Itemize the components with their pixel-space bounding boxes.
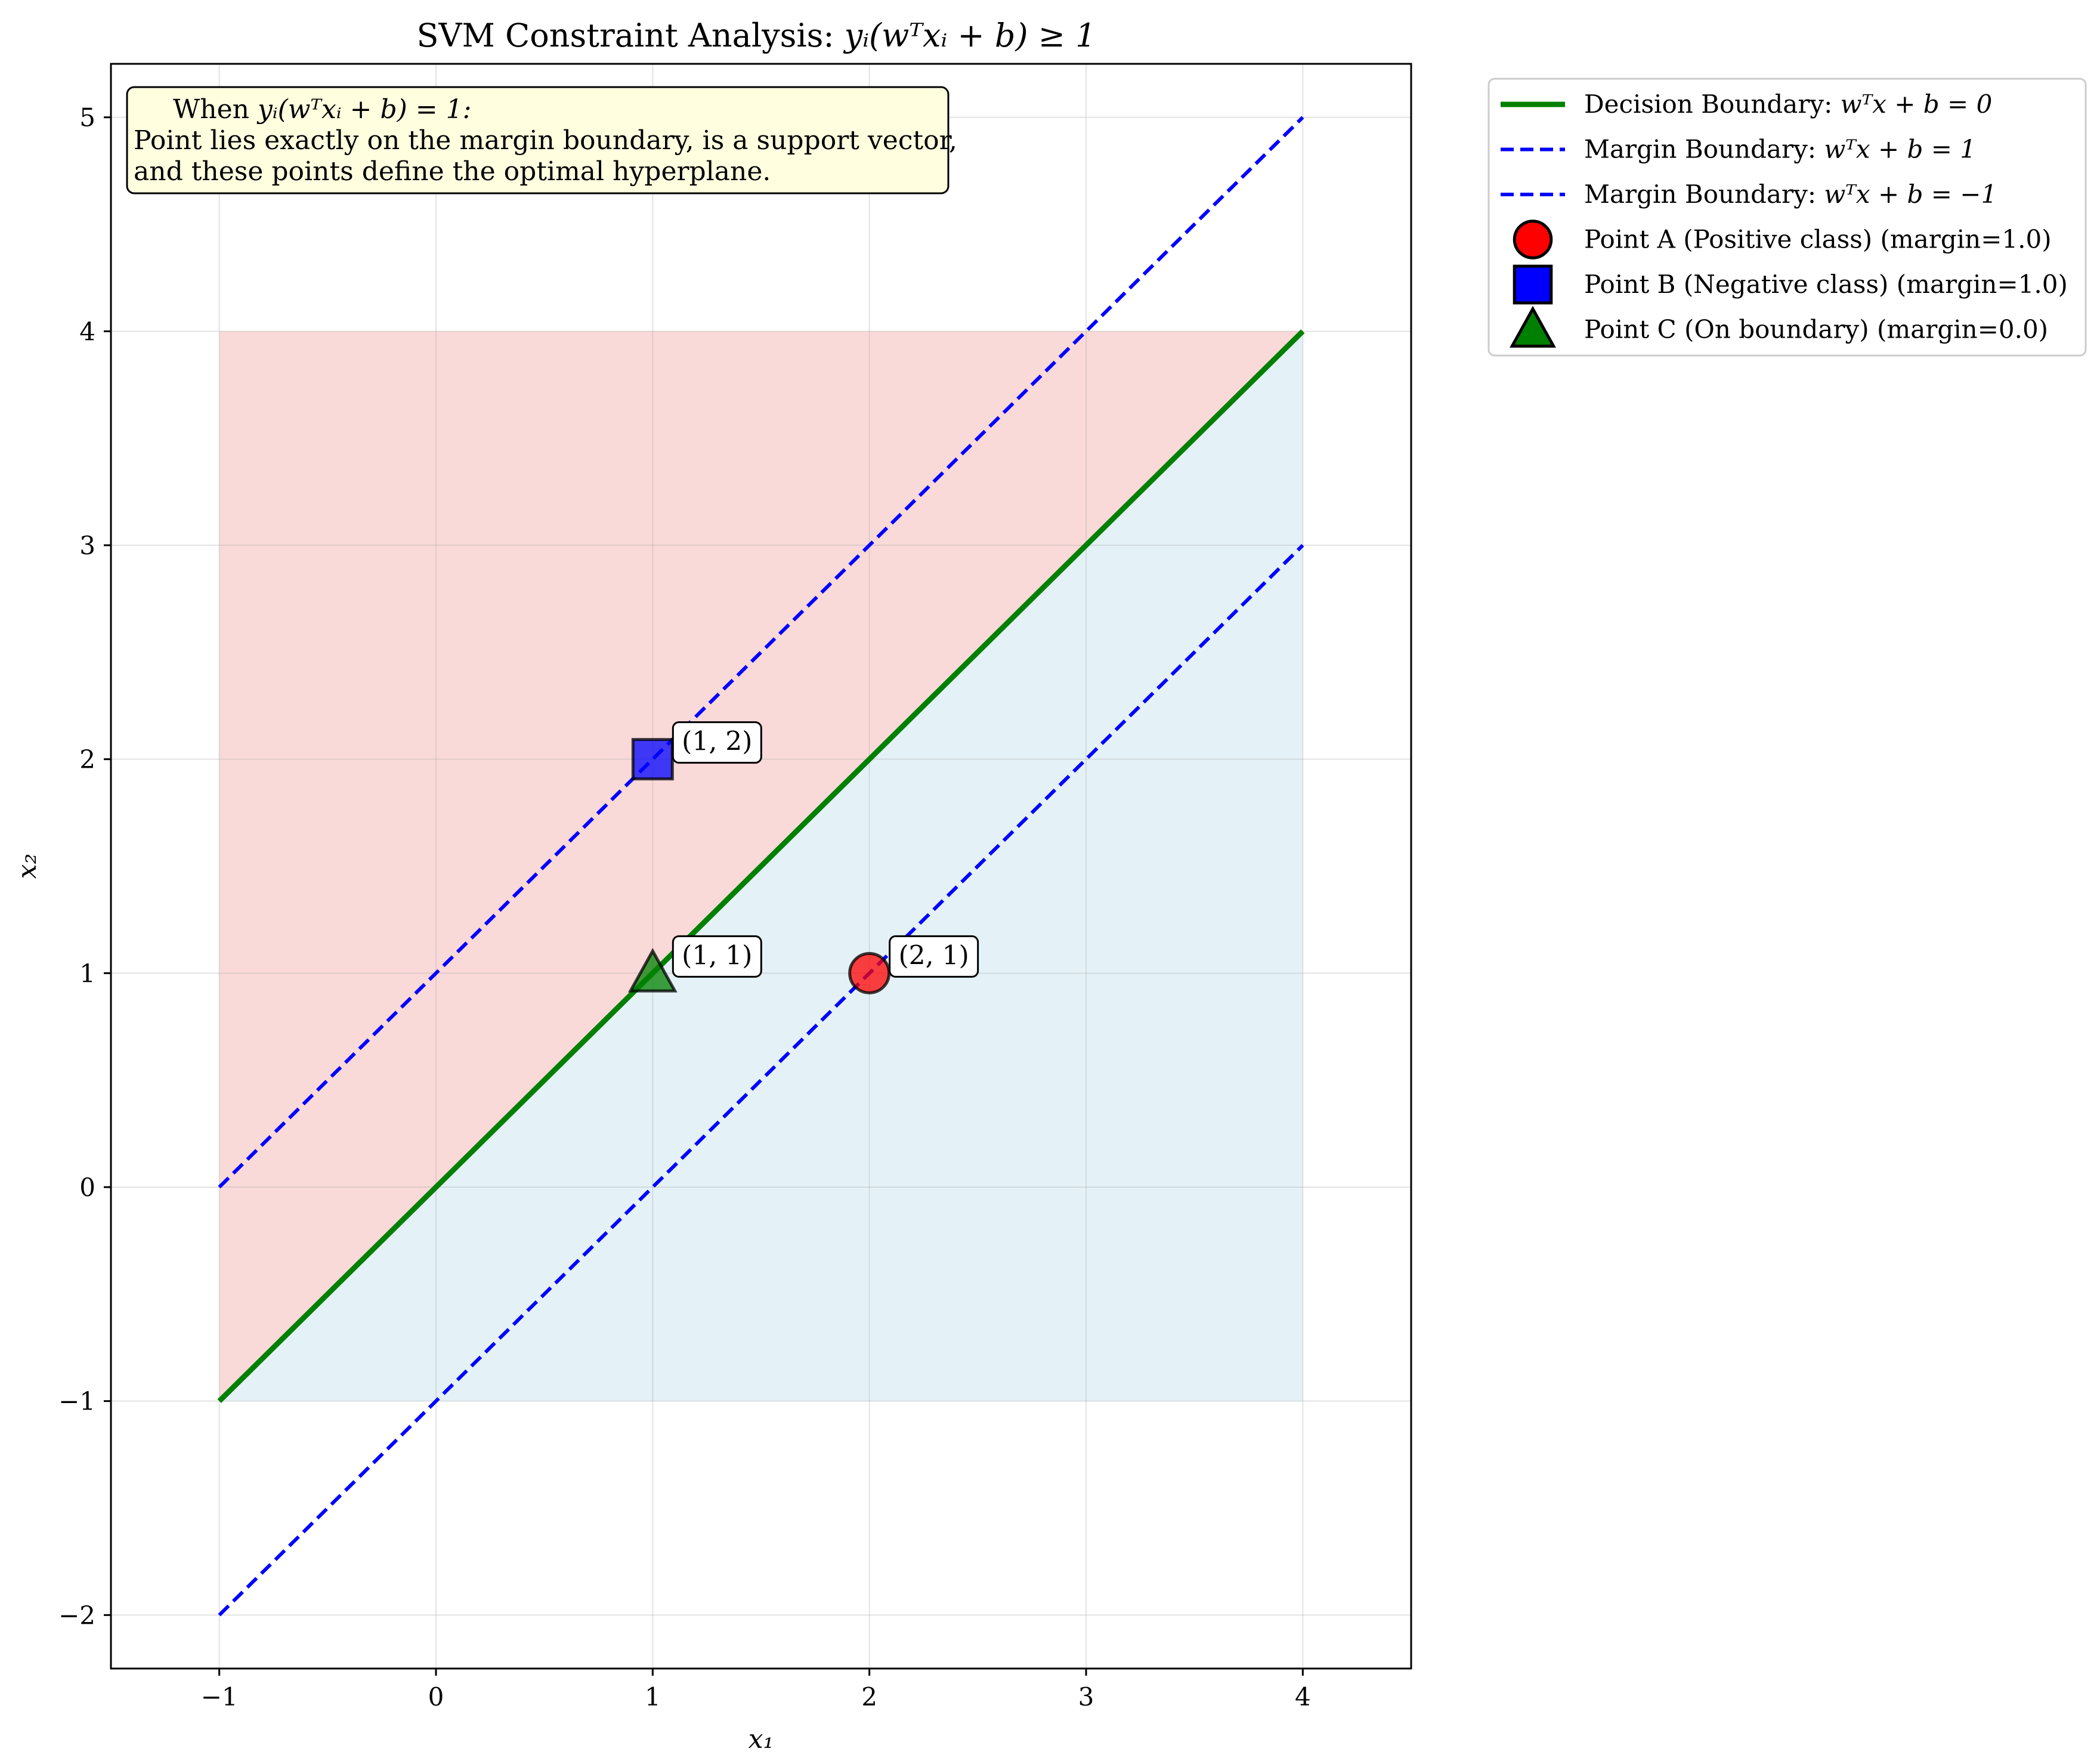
point-annotation-2: (1, 1)	[672, 935, 762, 978]
info-line-3: and these points define the optimal hype…	[134, 156, 771, 187]
legend-label: Point C (On boundary) (margin=0.0)	[1584, 315, 2048, 344]
series-line-1	[218, 116, 1304, 1189]
legend-entry-0: Decision Boundary: wᵀx + b = 0	[1501, 89, 1992, 119]
legend: Decision Boundary: wᵀx + b = 0 Margin Bou…	[1487, 78, 2087, 357]
point-annotation-1: (1, 2)	[672, 721, 762, 764]
plot-area: (2, 1) (1, 2) (1, 1) −1 0 1 2 3 4 −2 −1 0 1 2 3 4 5	[58, 63, 1412, 1711]
y-tick-label: −1	[58, 1387, 95, 1416]
legend-entry-4: Point B (Negative class) (margin=1.0)	[1513, 264, 2068, 305]
point-marker-0	[848, 951, 891, 994]
annotation-box	[889, 935, 979, 978]
legend-entry-1: Margin Boundary: wᵀx + b = 1	[1501, 135, 1976, 164]
y-tick-label: 1	[79, 959, 95, 988]
x-tick-label: −1	[201, 1682, 238, 1711]
point-marker-2	[627, 947, 678, 993]
info-box-frame	[126, 86, 950, 194]
y-tick-label: 0	[79, 1173, 95, 1202]
title-prefix: SVM Constraint Analysis:	[417, 17, 845, 54]
point-label: (2, 1)	[899, 940, 969, 971]
y-tick-label: 4	[79, 317, 95, 346]
data-points	[627, 738, 891, 994]
legend-label: Point B (Negative class) (margin=1.0)	[1584, 270, 2068, 299]
y-tick-label: 2	[79, 745, 95, 774]
legend-marker	[1510, 305, 1556, 348]
legend-frame	[1487, 78, 2087, 357]
annotation-box	[672, 721, 762, 764]
plot-frame	[110, 63, 1412, 1670]
y-axis-label: x₂	[12, 854, 42, 879]
x-tick-label: 1	[645, 1682, 661, 1711]
point-annotation-0: (2, 1)	[889, 935, 979, 978]
boundary-lines	[217, 116, 1305, 1617]
y-tick-label: 3	[79, 531, 95, 560]
series-line-2	[218, 543, 1304, 1617]
info-box: When yᵢ(wᵀxᵢ + b) = 1: Point lies exactl…	[126, 86, 957, 194]
info-line-1-math: yᵢ(wᵀxᵢ + b) = 1:	[256, 94, 472, 125]
legend-entry-2: Margin Boundary: wᵀx + b = −1	[1501, 180, 1997, 209]
x-tick-label: 2	[861, 1682, 877, 1711]
y-tick-label: 5	[79, 103, 95, 132]
legend-entry-5: Point C (On boundary) (margin=0.0)	[1510, 305, 2048, 348]
series-line-0	[217, 329, 1305, 1403]
x-tick-label: 3	[1078, 1682, 1094, 1711]
x-axis-label: x₁	[749, 1724, 774, 1754]
legend-marker	[1513, 264, 1553, 305]
legend-label: Decision Boundary: wᵀx + b = 0	[1584, 89, 1992, 119]
legend-label: Margin Boundary: wᵀx + b = 1	[1584, 135, 1976, 164]
info-line-1-prefix: When	[173, 94, 258, 125]
info-line-1: When yᵢ(wᵀxᵢ + b) = 1:	[173, 94, 471, 125]
point-marker-1	[631, 738, 674, 781]
annotation-box	[672, 935, 762, 978]
legend-label: Margin Boundary: wᵀx + b = −1	[1584, 180, 1997, 209]
point-annotations: (2, 1) (1, 2) (1, 1)	[672, 721, 979, 978]
legend-marker	[1513, 220, 1553, 259]
point-label: (1, 2)	[682, 727, 752, 757]
x-tick-label: 4	[1295, 1682, 1311, 1711]
legend-label: Point A (Positive class) (margin=1.0)	[1584, 225, 2052, 254]
info-line-2: Point lies exactly on the margin boundar…	[134, 125, 957, 156]
chart-title: SVM Constraint Analysis: yᵢ(wᵀxᵢ + b) ≥ …	[417, 17, 1096, 54]
positive-region	[219, 331, 1303, 1401]
x-tick-label: 0	[428, 1682, 444, 1711]
point-label: (1, 1)	[682, 940, 752, 971]
axis-ticks: −1 0 1 2 3 4 −2 −1 0 1 2 3 4 5	[58, 103, 1311, 1711]
legend-entry-3: Point A (Positive class) (margin=1.0)	[1513, 220, 2052, 259]
title-math: yᵢ(wᵀxᵢ + b) ≥ 1	[843, 17, 1096, 54]
y-tick-label: −2	[58, 1601, 95, 1630]
